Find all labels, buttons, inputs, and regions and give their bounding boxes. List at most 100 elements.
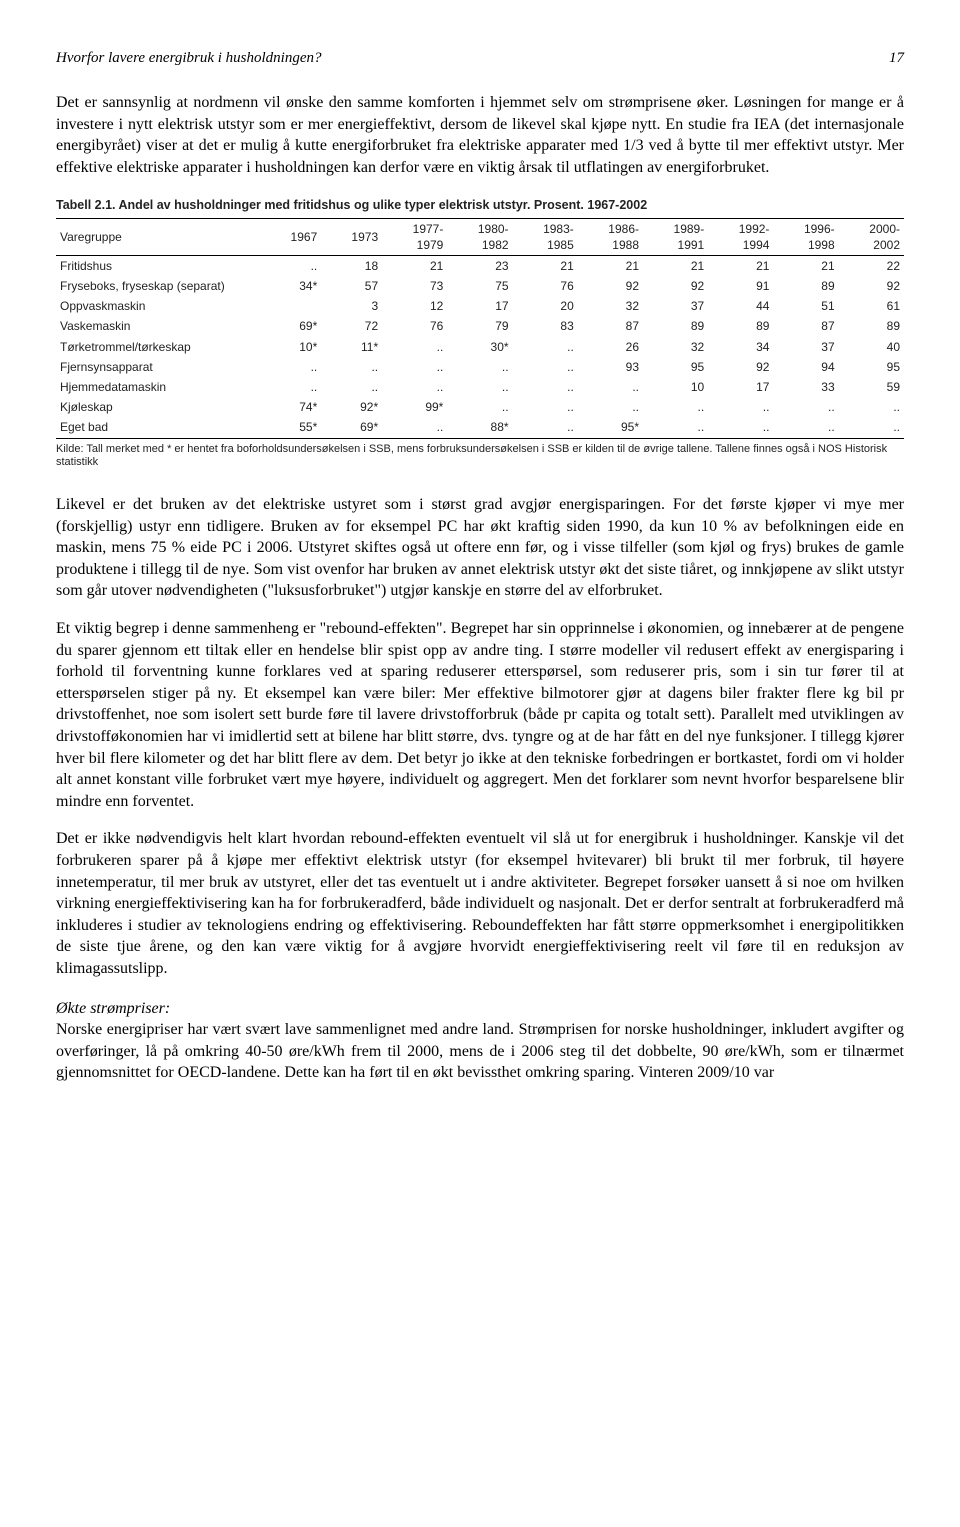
cell-value: 33 (773, 377, 838, 397)
paragraph-1: Det er sannsynlig at nordmenn vil ønske … (56, 92, 904, 178)
cell-value: .. (513, 357, 578, 377)
cell-value: .. (260, 377, 321, 397)
cell-value: 32 (643, 337, 708, 357)
row-label: Hjemmedatamaskin (56, 377, 260, 397)
row-label: Fryseboks, fryseskap (separat) (56, 276, 260, 296)
cell-value: .. (260, 357, 321, 377)
cell-value: 87 (578, 316, 643, 336)
table-row: Hjemmedatamaskin............10173359 (56, 377, 904, 397)
cell-value: 34 (708, 337, 773, 357)
cell-value: 91 (708, 276, 773, 296)
col-header: 1983-1985 (513, 218, 578, 255)
cell-value: 76 (382, 316, 447, 336)
cell-value: 21 (643, 255, 708, 276)
paragraph-2: Likevel er det bruken av det elektriske … (56, 494, 904, 602)
cell-value: 20 (513, 296, 578, 316)
row-label: Vaskemaskin (56, 316, 260, 336)
cell-value: 59 (839, 377, 904, 397)
cell-value: .. (578, 377, 643, 397)
paragraph-4: Det er ikke nødvendigvis helt klart hvor… (56, 828, 904, 979)
cell-value: 3 (321, 296, 382, 316)
cell-value: 37 (643, 296, 708, 316)
col-header-rowhead: Varegruppe (56, 218, 260, 255)
row-label: Fjernsynsapparat (56, 357, 260, 377)
cell-value: 32 (578, 296, 643, 316)
col-header: 1986-1988 (578, 218, 643, 255)
cell-value: 89 (708, 316, 773, 336)
cell-value: 30* (447, 337, 512, 357)
cell-value: 92 (708, 357, 773, 377)
cell-value: 44 (708, 296, 773, 316)
table-row: Fryseboks, fryseskap (separat)34*5773757… (56, 276, 904, 296)
cell-value: 17 (447, 296, 512, 316)
cell-value: .. (643, 417, 708, 438)
running-title: Hvorfor lavere energibruk i husholdninge… (56, 48, 322, 68)
table-2-1: Tabell 2.1. Andel av husholdninger med f… (56, 197, 904, 470)
cell-value: .. (708, 417, 773, 438)
paragraph-5: Norske energipriser har vært svært lave … (56, 1019, 904, 1084)
cell-value: 37 (773, 337, 838, 357)
cell-value: 69* (260, 316, 321, 336)
cell-value: 87 (773, 316, 838, 336)
cell-value: 83 (513, 316, 578, 336)
cell-value: 51 (773, 296, 838, 316)
cell-value: 94 (773, 357, 838, 377)
row-label: Oppvaskmaskin (56, 296, 260, 316)
cell-value: 18 (321, 255, 382, 276)
cell-value: 22 (839, 255, 904, 276)
cell-value: 21 (578, 255, 643, 276)
col-header: 1996-1998 (773, 218, 838, 255)
cell-value: .. (513, 337, 578, 357)
cell-value: .. (447, 377, 512, 397)
cell-value: 89 (839, 316, 904, 336)
cell-value: .. (382, 417, 447, 438)
cell-value: 34* (260, 276, 321, 296)
cell-value: .. (773, 417, 838, 438)
data-table: Varegruppe196719731977-19791980-19821983… (56, 218, 904, 439)
cell-value: 55* (260, 417, 321, 438)
cell-value: 72 (321, 316, 382, 336)
cell-value: .. (447, 357, 512, 377)
cell-value: 10 (643, 377, 708, 397)
cell-value: 95 (839, 357, 904, 377)
row-label: Eget bad (56, 417, 260, 438)
cell-value: .. (513, 417, 578, 438)
cell-value: .. (321, 377, 382, 397)
row-label: Tørketrommel/tørkeskap (56, 337, 260, 357)
table-row: Tørketrommel/tørkeskap10*11*..30*..26323… (56, 337, 904, 357)
cell-value: .. (260, 255, 321, 276)
cell-value: 95* (578, 417, 643, 438)
cell-value: 93 (578, 357, 643, 377)
cell-value: 61 (839, 296, 904, 316)
cell-value (260, 296, 321, 316)
cell-value: 21 (382, 255, 447, 276)
col-header: 1967 (260, 218, 321, 255)
row-label: Fritidshus (56, 255, 260, 276)
cell-value: 12 (382, 296, 447, 316)
table-row: Vaskemaskin69*727679838789898789 (56, 316, 904, 336)
cell-value: .. (382, 377, 447, 397)
table-row: Fjernsynsapparat..........9395929495 (56, 357, 904, 377)
cell-value: 26 (578, 337, 643, 357)
col-header: 1977-1979 (382, 218, 447, 255)
table-row: Kjøleskap74*92*99*.............. (56, 397, 904, 417)
table-header-row: Varegruppe196719731977-19791980-19821983… (56, 218, 904, 255)
table-title: Tabell 2.1. Andel av husholdninger med f… (56, 197, 904, 214)
cell-value: 40 (839, 337, 904, 357)
col-header: 2000-2002 (839, 218, 904, 255)
page-header: Hvorfor lavere energibruk i husholdninge… (56, 48, 904, 68)
cell-value: 57 (321, 276, 382, 296)
col-header: 1992-1994 (708, 218, 773, 255)
cell-value: 11* (321, 337, 382, 357)
cell-value: 21 (513, 255, 578, 276)
cell-value: 95 (643, 357, 708, 377)
table-row: Oppvaskmaskin 31217203237445161 (56, 296, 904, 316)
cell-value: 74* (260, 397, 321, 417)
cell-value: 99* (382, 397, 447, 417)
cell-value: 92 (578, 276, 643, 296)
cell-value: .. (773, 397, 838, 417)
cell-value: .. (578, 397, 643, 417)
cell-value: 69* (321, 417, 382, 438)
cell-value: 92 (839, 276, 904, 296)
cell-value: 21 (708, 255, 773, 276)
